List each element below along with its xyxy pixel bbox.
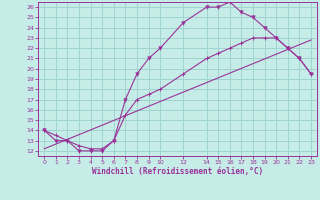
X-axis label: Windchill (Refroidissement éolien,°C): Windchill (Refroidissement éolien,°C) [92, 167, 263, 176]
